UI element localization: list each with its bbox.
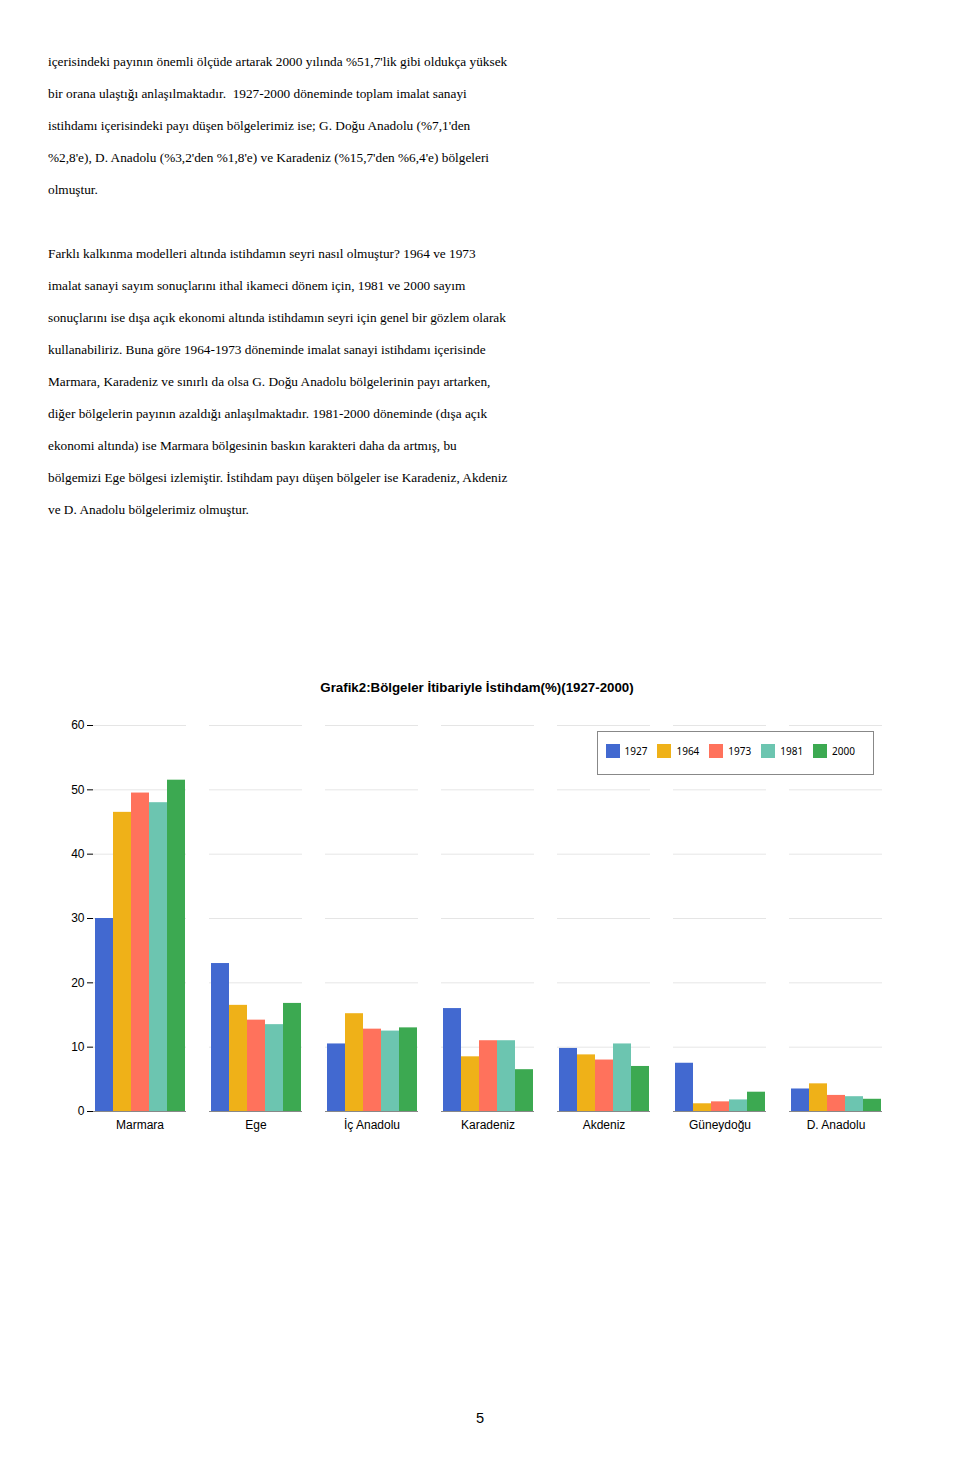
html-text:Grafik2:Bölgeler İtibariyle İs: Grafik2:Bölgeler İtibariyle İstihdam(%)(… [320, 680, 634, 695]
html-text:ekonomi altında) ise Marmara b: ekonomi altında) ise Marmara bölgesinin … [48, 438, 457, 453]
html-text:bir orana ulaştığı anlaşılmakt: bir orana ulaştığı anlaşılmaktadır. 1927… [48, 86, 467, 101]
html-text:içerisindeki payının önemli öl: içerisindeki payının önemli ölçüde artar… [48, 54, 508, 69]
svg-text:İç Anadolu: İç Anadolu [344, 1118, 400, 1132]
html-text:olmuştur.: olmuştur. [48, 182, 98, 197]
svg-text:Akdeniz: Akdeniz [583, 1118, 626, 1132]
svg-text:40: 40 [71, 847, 85, 861]
svg-text:Marmara: Marmara [116, 1118, 164, 1132]
svg-text:Güneydoğu: Güneydoğu [689, 1118, 751, 1132]
html-text:diğer bölgelerin payının azald: diğer bölgelerin payının azaldığı anlaşı… [48, 406, 487, 421]
html-text:sonuçlarını ise dışa açık ekon: sonuçlarını ise dışa açık ekonomi altınd… [48, 310, 506, 325]
svg-text:0: 0 [78, 1104, 85, 1118]
html-text:imalat sanayi sayım sonuçların: imalat sanayi sayım sonuçlarını ithal ik… [48, 278, 466, 293]
html-text:1927: 1927 [624, 743, 648, 758]
svg-text:50: 50 [71, 783, 85, 797]
svg-text:Ege: Ege [245, 1118, 267, 1132]
html-text:%2,8'e), D. Anadolu (%3,2'den: %2,8'e), D. Anadolu (%3,2'den %1,8'e) ve… [48, 150, 489, 165]
svg-text:10: 10 [71, 1040, 85, 1054]
svg-text:60: 60 [71, 718, 85, 732]
html-text:1964: 1964 [676, 743, 700, 758]
svg-text:20: 20 [71, 976, 85, 990]
html-text:ve D. Anadolu bölgelerimiz olm: ve D. Anadolu bölgelerimiz olmuştur. [48, 502, 249, 517]
html-text:5: 5 [475, 1410, 485, 1426]
html-text:Farklı kalkınma modelleri altı: Farklı kalkınma modelleri altında istihd… [48, 246, 476, 261]
html-text:1981: 1981 [780, 743, 804, 758]
svg-text:D. Anadolu: D. Anadolu [807, 1118, 866, 1132]
html-text:kullanabiliriz. Buna göre 1964: kullanabiliriz. Buna göre 1964-1973 döne… [48, 342, 486, 357]
svg-text:30: 30 [71, 911, 85, 925]
html-text:Marmara, Karadeniz ve sınırlı: Marmara, Karadeniz ve sınırlı da olsa G.… [48, 374, 491, 389]
svg-text:Karadeniz: Karadeniz [461, 1118, 515, 1132]
html-text:bölgemizi Ege bölgesi izlemişt: bölgemizi Ege bölgesi izlemiştir. İstihd… [48, 470, 508, 485]
html-text:istihdamı içerisindeki payı dü: istihdamı içerisindeki payı düşen bölgel… [48, 118, 471, 133]
html-text:1973: 1973 [728, 743, 752, 758]
html-text:2000: 2000 [832, 743, 855, 758]
